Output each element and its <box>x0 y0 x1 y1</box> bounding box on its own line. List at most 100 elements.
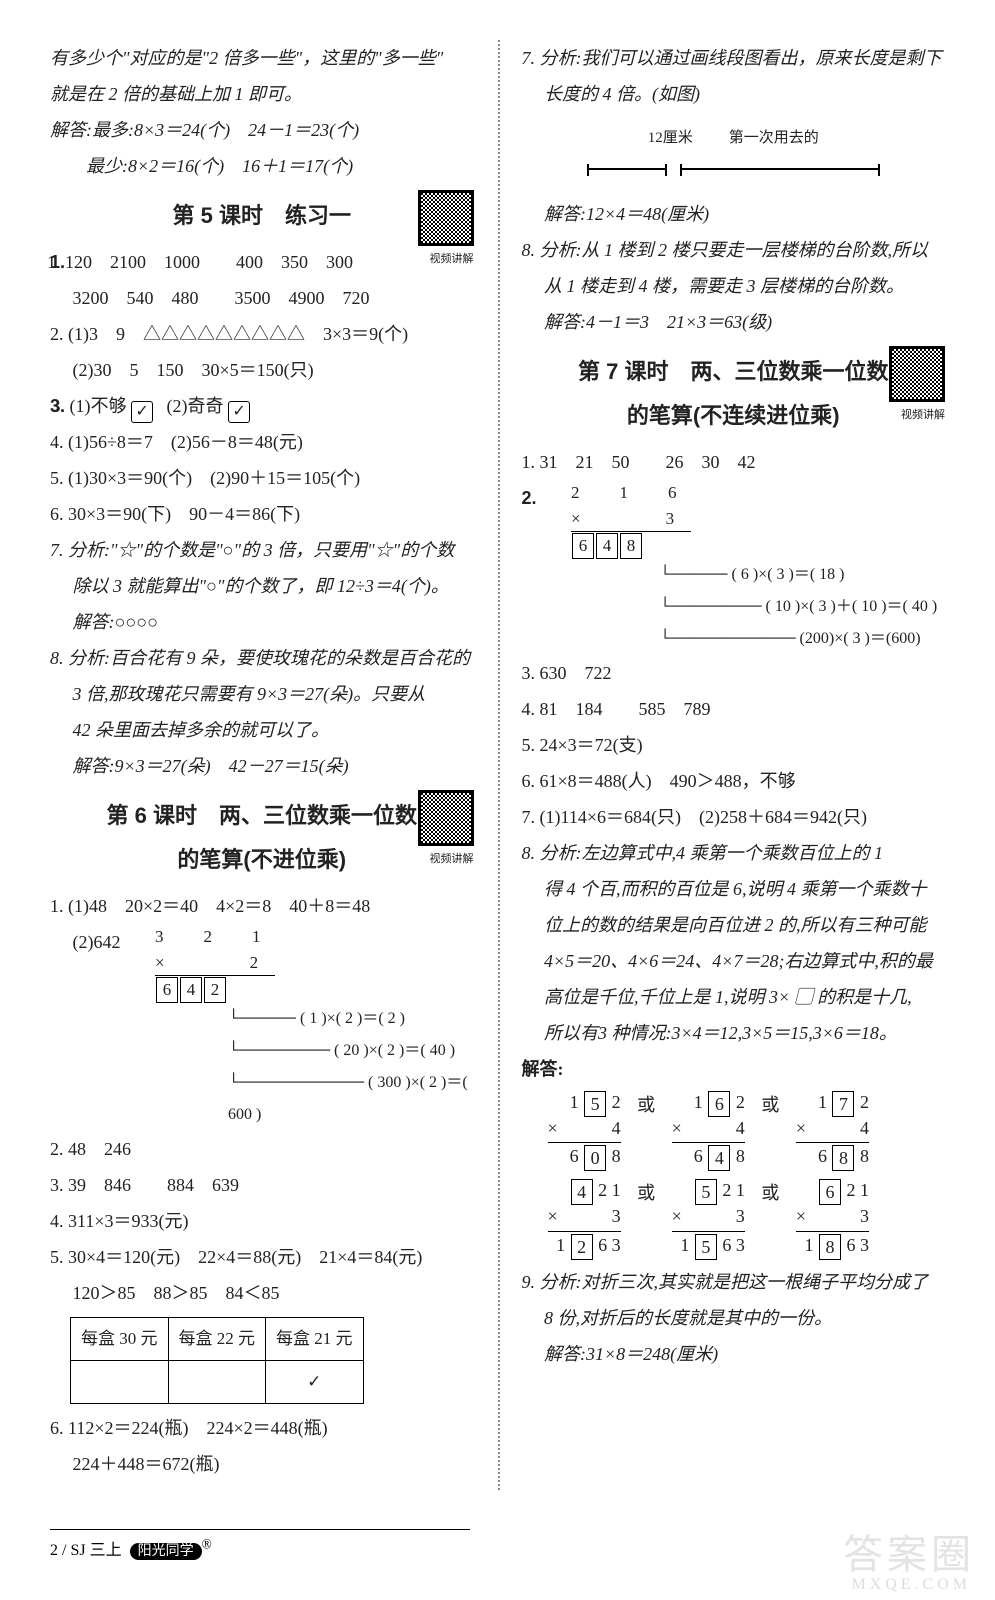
q8-line: 42 朵里面去掉多余的就可以了。 <box>50 712 474 748</box>
page-footer: 2 / SJ 三上 阳光同学® <box>50 1529 470 1560</box>
text: (2)奇奇 <box>167 396 224 416</box>
s6-q2: 2. 48 246 <box>50 1131 474 1167</box>
text: (2)642 <box>50 932 121 952</box>
text: (200)×( 3 )＝(600) <box>800 630 921 647</box>
multiplication-diagram: 3 2 1 × 2 642 <box>155 924 275 1003</box>
q2-line: 2. (1)3 9 △△△△△△△△△ 3×3＝9(个) <box>50 316 474 352</box>
q3-line: 3. 3. (1)不够 ✓ (2)奇奇 ✓ <box>50 388 474 424</box>
s6-q1: 1. (1)48 20×2＝40 4×2＝8 40＋8＝48 <box>50 888 474 924</box>
r-q8d2: 4×5＝20、4×6＝24、4×7＝28;右边算式中,积的最 <box>522 943 946 979</box>
segment-icon <box>587 168 667 178</box>
text: ( 6 )×( 3 )＝( 18 ) <box>732 566 845 583</box>
text: ( 1 )×( 2 )＝( 2 ) <box>300 1010 405 1027</box>
segment-icon <box>680 168 880 178</box>
diag-result: 642 <box>155 976 275 1003</box>
r-q9a: 9. 分析:对折三次,其实就是把这一根绳子平均分成了 <box>522 1264 946 1300</box>
r-q7b: 长度的 4 倍。(如图) <box>522 76 946 112</box>
table-cell <box>71 1361 169 1404</box>
diag-result: 648 <box>571 532 691 559</box>
r-q8e2: 高位是千位,千位上是 1,说明 3× ▢ 的积是十几, <box>522 979 946 1015</box>
intro-line: 就是在 2 倍的基础上加 1 即可。 <box>50 76 474 112</box>
s6-q6b: 224＋448＝672(瓶) <box>50 1446 474 1482</box>
intro-line: 有多少个"对应的是"2 倍多一些"，这里的"多一些" <box>50 40 474 76</box>
r-q8b2: 得 4 个百,而积的百位是 6,说明 4 乘第一个乘数十 <box>522 871 946 907</box>
s6-q1b: (2)642 3 2 1 × 2 642 <box>50 924 474 1003</box>
table-header: 每盒 21 元 <box>266 1318 364 1361</box>
diag-expand: └───── ( 6 )×( 3 )＝( 18 ) └──────── ( 10… <box>632 559 946 655</box>
diag-row: 2 1 6 <box>571 480 691 506</box>
check-icon: ✓ <box>228 401 250 423</box>
vert-mult: 5 2 1 × 3 1 5 6 3 <box>672 1179 745 1259</box>
title-text: 第 5 课时 练习一 <box>173 203 351 228</box>
seg-label: 12厘米 <box>648 130 693 146</box>
r-q8c2: 位上的数的结果是向百位进 2 的,所以有三种可能 <box>522 907 946 943</box>
qr-label: 视频讲解 <box>430 248 474 270</box>
r-q8c: 解答:4－1＝3 21×3＝63(级) <box>522 304 946 340</box>
title-text: 第 7 课时 两、三位数乘一位数 <box>578 359 888 384</box>
q1-line: 3200 540 480 3500 4900 720 <box>50 280 474 316</box>
table-cell: ✓ <box>266 1361 364 1404</box>
diag-row: × 3 <box>571 506 691 532</box>
r-q6: 6. 61×8＝488(人) 490＞488，不够 <box>522 763 946 799</box>
table-header: 每盒 30 元 <box>71 1318 169 1361</box>
s6-q3: 3. 39 846 884 639 <box>50 1167 474 1203</box>
column-divider <box>498 40 500 1490</box>
page: 有多少个"对应的是"2 倍多一些"，这里的"多一些" 就是在 2 倍的基础上加 … <box>0 0 995 1600</box>
qr-code-icon[interactable] <box>418 190 474 246</box>
q8-line: 解答:9×3＝27(朵) 42－27＝15(朵) <box>50 748 474 784</box>
text: 3. (1)不够 <box>52 396 127 416</box>
diag-row: × 2 <box>155 950 275 976</box>
diag-row: 3 2 1 <box>155 924 275 950</box>
page-number: 2 <box>50 1542 58 1559</box>
r-q4: 4. 81 184 585 789 <box>522 691 946 727</box>
r-q8a2: 8. 分析:左边算式中,4 乘第一个乘数百位上的 1 <box>522 835 946 871</box>
s6-q6a: 6. 112×2＝224(瓶) 224×2＝448(瓶) <box>50 1410 474 1446</box>
r-q7c: 解答:12×4＝48(厘米) <box>522 196 946 232</box>
left-column: 有多少个"对应的是"2 倍多一些"，这里的"多一些" 就是在 2 倍的基础上加 … <box>50 40 498 1540</box>
section-6-subtitle: 的笔算(不进位乘) <box>50 838 474 882</box>
seg-label: 第一次用去的 <box>729 130 819 146</box>
r-q8f2: 所以有3 种情况:3×4＝12,3×5＝15,3×6＝18。 <box>522 1015 946 1051</box>
r-q3: 3. 630 722 <box>522 655 946 691</box>
watermark-sub: MXQE.COM <box>851 1576 971 1594</box>
r-q9b: 8 份,对折后的长度就是其中的一份。 <box>522 1300 946 1336</box>
title-text: 第 6 课时 两、三位数乘一位数 <box>107 803 417 828</box>
q2-line: (2)30 5 150 30×5＝150(只) <box>50 352 474 388</box>
text: 1. 120 2100 1000 400 350 300 <box>47 252 353 272</box>
s6-q4: 4. 311×3＝933(元) <box>50 1203 474 1239</box>
vert-mult: 1 5 2 × 4 6 0 8 <box>548 1091 621 1171</box>
q7-line: 7. 分析:"☆"的个数是"○"的 3 倍，只要用"☆"的个数 <box>50 532 474 568</box>
r-q8b: 从 1 楼走到 4 楼，需要走 3 层楼梯的台阶数。 <box>522 268 946 304</box>
q4-line: 4. (1)56÷8＝7 (2)56－8＝48(元) <box>50 424 474 460</box>
multiplication-diagram: 2 1 6 × 3 648 <box>571 480 691 559</box>
r-q5: 5. 24×3＝72(支) <box>522 727 946 763</box>
choice-table: 每盒 30 元 每盒 22 元 每盒 21 元 ✓ <box>70 1317 364 1404</box>
table-cell <box>168 1361 266 1404</box>
sep: / <box>58 1542 70 1559</box>
s6-q5b: 120＞85 88＞85 84＜85 <box>50 1275 474 1311</box>
s6-q5a: 5. 30×4＝120(元) 22×4＝88(元) 21×4＝84(元) <box>50 1239 474 1275</box>
table-header: 每盒 22 元 <box>168 1318 266 1361</box>
vertical-mult-group: 4 2 1 × 3 1 2 6 3 或 5 2 1 × 3 1 5 6 3 或 … <box>542 1175 946 1263</box>
r-q8ans: 解答: <box>522 1051 946 1087</box>
vert-mult: 4 2 1 × 3 1 2 6 3 <box>548 1179 621 1259</box>
section-7-subtitle: 的笔算(不连续进位乘) <box>522 394 946 438</box>
vert-mult: 6 2 1 × 3 1 8 6 3 <box>796 1179 869 1259</box>
right-column: 7. 分析:我们可以通过画线段图看出，原来长度是剩下 长度的 4 倍。(如图) … <box>498 40 946 1540</box>
brand-pill: 阳光同学 <box>130 1543 202 1560</box>
code: SJ 三上 <box>70 1542 121 1559</box>
vert-mult: 1 6 2 × 4 6 4 8 <box>672 1091 745 1171</box>
q1-line: 1.1. 120 2100 1000 400 350 300 <box>50 244 474 280</box>
text: ( 10 )×( 3 )＋( 10 )＝( 40 ) <box>766 598 938 615</box>
section-7-title: 第 7 课时 两、三位数乘一位数 视频讲解 <box>522 350 946 394</box>
check-icon: ✓ <box>131 401 153 423</box>
q6-line: 6. 30×3＝90(下) 90－4＝86(下) <box>50 496 474 532</box>
section-6-title: 第 6 课时 两、三位数乘一位数 视频讲解 <box>50 794 474 838</box>
r-q7: 7. (1)114×6＝684(只) (2)258＋684＝942(只) <box>522 799 946 835</box>
r-q2: 2. 2 1 6 × 3 648 <box>522 480 946 559</box>
segment-diagram: 12厘米 第一次用去的 <box>522 118 946 190</box>
answer-line: 最少:8×2＝16(个) 16＋1＝17(个) <box>50 148 474 184</box>
diag-expand: └───── ( 1 )×( 2 )＝( 2 ) └──────── ( 20 … <box>200 1003 474 1131</box>
answer-line: 解答:最多:8×3＝24(个) 24－1＝23(个) <box>50 112 474 148</box>
text: ( 20 )×( 2 )＝( 40 ) <box>334 1042 455 1059</box>
